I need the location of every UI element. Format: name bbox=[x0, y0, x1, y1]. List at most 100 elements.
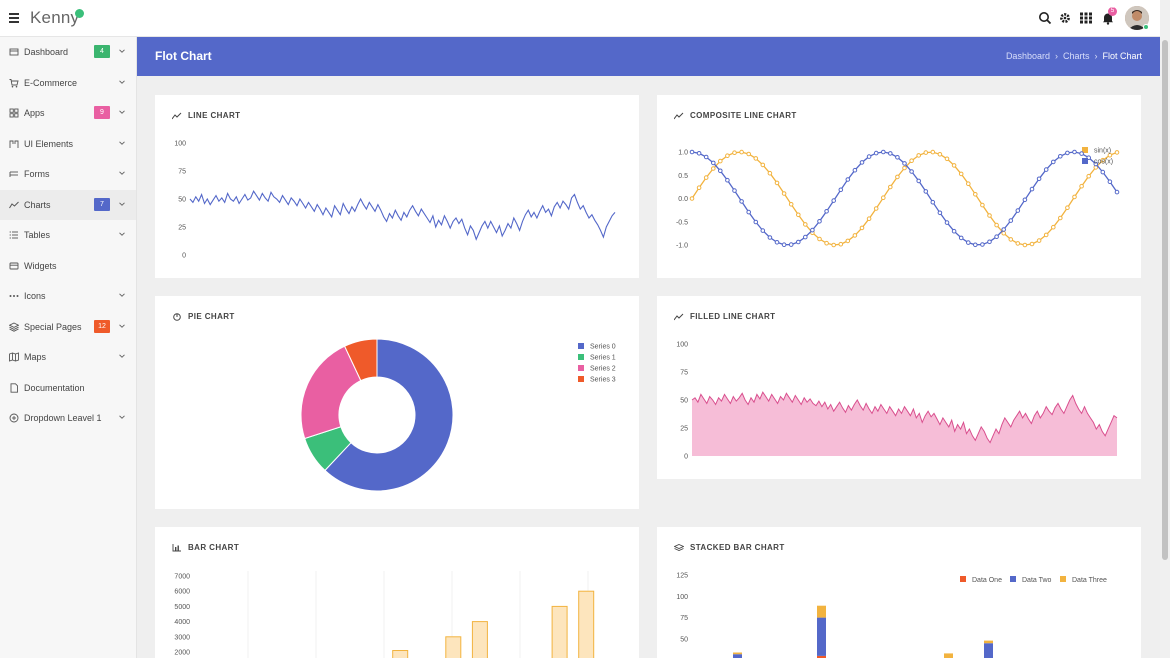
gear-icon[interactable] bbox=[1058, 11, 1072, 25]
sidebar-badge: 7 bbox=[94, 197, 110, 211]
y-tick-label: 6000 bbox=[174, 589, 190, 596]
data-point bbox=[725, 177, 730, 183]
pie-slice bbox=[324, 338, 454, 492]
sidebar-badge: 4 bbox=[94, 45, 110, 58]
sidebar-item-special-pages[interactable]: Special Pages 12 bbox=[0, 312, 136, 343]
data-point bbox=[916, 153, 922, 158]
filled-chart-title: FILLED LINE CHART bbox=[674, 312, 775, 321]
chevron-down-icon[interactable] bbox=[118, 139, 126, 147]
chevron-down-icon[interactable] bbox=[118, 413, 126, 421]
data-point bbox=[951, 228, 957, 234]
data-point bbox=[923, 189, 929, 194]
data-point bbox=[966, 240, 971, 245]
breadcrumb-dashboard[interactable]: Dashboard bbox=[1005, 51, 1050, 61]
chart-line-icon bbox=[172, 112, 182, 119]
data-point bbox=[873, 206, 879, 211]
menu-toggle-icon[interactable] bbox=[9, 13, 19, 23]
data-point bbox=[753, 219, 759, 225]
chart-line-icon bbox=[674, 313, 684, 320]
bar bbox=[392, 650, 409, 658]
pie-chart-plot: Series 0 Series 1 Series 2 Series 3 bbox=[300, 338, 616, 492]
data-point bbox=[966, 181, 971, 186]
line-chart-title-text: LINE CHART bbox=[188, 111, 241, 120]
line-chart-plot: 100 75 50 25 0 bbox=[174, 141, 616, 260]
sidebar-item-ui-elements[interactable]: UI Elements bbox=[0, 129, 136, 160]
line-series bbox=[189, 190, 616, 241]
notification-badge: 5 bbox=[1108, 7, 1117, 16]
bar-chart-title: BAR CHART bbox=[172, 543, 239, 552]
bell-icon[interactable]: 5 bbox=[1101, 7, 1117, 25]
sidebar-item-widgets[interactable]: Widgets bbox=[0, 251, 136, 282]
composite-chart-title: COMPOSITE LINE CHART bbox=[674, 111, 797, 120]
stacked-chart-plot: 125 100 75 50 Data One Data Two Data Three bbox=[676, 573, 1107, 658]
app-logo[interactable]: Kenny bbox=[30, 8, 80, 27]
sidebar-item-documentation[interactable]: Documentation bbox=[0, 373, 136, 404]
sidebar-item-label: Tables bbox=[24, 230, 51, 241]
data-point bbox=[732, 150, 737, 156]
legend-label: Series 0 bbox=[590, 344, 616, 351]
sidebar-item-apps[interactable]: Apps 9 bbox=[0, 98, 136, 129]
sidebar-item-dashboard[interactable]: Dashboard 4 bbox=[0, 37, 136, 68]
data-point bbox=[746, 151, 751, 157]
apps-grid-icon[interactable] bbox=[1079, 11, 1093, 25]
y-tick-label: -0.5 bbox=[676, 219, 688, 226]
ui-elements-icon bbox=[9, 139, 19, 149]
data-point bbox=[1093, 161, 1099, 167]
data-point bbox=[845, 177, 851, 182]
online-status-icon bbox=[1143, 24, 1149, 30]
y-tick-label: 125 bbox=[676, 573, 688, 580]
y-tick-label: 50 bbox=[178, 197, 186, 204]
chevron-down-icon[interactable] bbox=[118, 108, 126, 116]
sidebar-item-tables[interactable]: Tables bbox=[0, 220, 136, 251]
chevron-down-icon[interactable] bbox=[118, 200, 126, 208]
data-point bbox=[916, 178, 922, 184]
sidebar-item-label: UI Elements bbox=[24, 138, 74, 149]
sidebar-item-label: Maps bbox=[24, 352, 47, 363]
legend-swatch bbox=[960, 576, 966, 582]
sidebar-item-icons[interactable]: Icons bbox=[0, 281, 136, 312]
sidebar-item-maps[interactable]: Maps bbox=[0, 342, 136, 373]
data-point bbox=[838, 241, 844, 247]
layers-icon bbox=[9, 322, 19, 332]
stacked-chart-title-text: STACKED BAR CHART bbox=[690, 543, 785, 552]
sidebar-item-dropdown-leavel-1[interactable]: Dropdown Leavel 1 bbox=[0, 403, 136, 434]
data-point bbox=[1001, 230, 1007, 236]
sidebar-item-charts[interactable]: Charts 7 bbox=[0, 189, 136, 220]
data-point bbox=[739, 199, 744, 204]
data-point bbox=[1008, 237, 1014, 242]
scrollbar-thumb[interactable] bbox=[1162, 40, 1168, 560]
bar bbox=[551, 605, 568, 658]
pie-chart-card: PIE CHART Series 0 Series 1 Series 2 Series… bbox=[155, 296, 639, 509]
data-point bbox=[796, 212, 801, 218]
breadcrumb-current: Flot Chart bbox=[1102, 51, 1142, 61]
data-point bbox=[781, 191, 787, 196]
chevron-down-icon[interactable] bbox=[118, 169, 126, 177]
chevron-down-icon[interactable] bbox=[118, 291, 126, 299]
bar-chart-title-text: BAR CHART bbox=[188, 543, 240, 552]
stacked-chart-title: STACKED BAR CHART bbox=[674, 543, 785, 552]
sidebar-item-e-commerce[interactable]: E-Commerce bbox=[0, 68, 136, 99]
data-point bbox=[973, 242, 978, 248]
forms-icon bbox=[9, 169, 19, 179]
user-avatar[interactable] bbox=[1125, 6, 1149, 30]
chevron-down-icon[interactable] bbox=[118, 47, 126, 55]
data-point bbox=[1051, 224, 1056, 230]
data-point bbox=[767, 235, 773, 240]
y-tick-label: 100 bbox=[676, 594, 688, 601]
chevron-down-icon[interactable] bbox=[118, 322, 126, 330]
breadcrumb-charts[interactable]: Charts bbox=[1062, 51, 1090, 61]
data-point bbox=[803, 234, 808, 240]
bar-chart-icon bbox=[172, 543, 181, 551]
chevron-down-icon[interactable] bbox=[118, 78, 126, 86]
filled-chart-plot: 100 75 50 25 0 bbox=[676, 342, 1118, 461]
chevron-down-icon[interactable] bbox=[118, 230, 126, 238]
map-icon bbox=[9, 352, 19, 362]
data-point bbox=[824, 209, 829, 214]
sidebar-item-forms[interactable]: Forms bbox=[0, 159, 136, 190]
data-point bbox=[788, 242, 794, 247]
data-point bbox=[1015, 241, 1021, 246]
search-icon[interactable] bbox=[1038, 11, 1052, 25]
sidebar-badge: 9 bbox=[94, 106, 110, 119]
chevron-down-icon[interactable] bbox=[118, 352, 126, 360]
document-icon bbox=[9, 383, 19, 393]
